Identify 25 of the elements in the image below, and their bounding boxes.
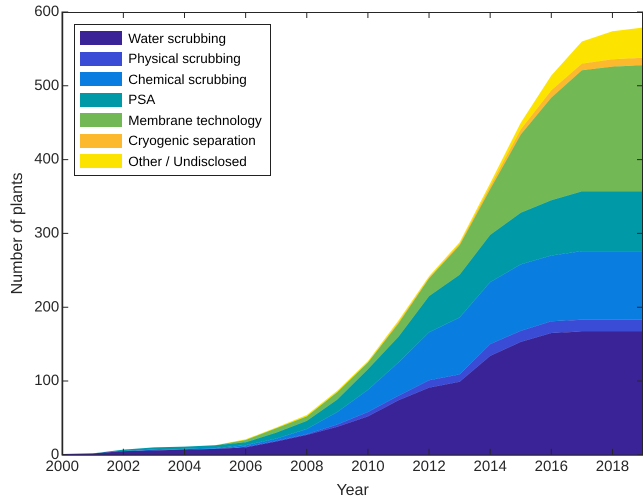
x-tick-label: 2012 — [412, 458, 446, 475]
x-tick-label: 2008 — [290, 458, 324, 475]
y-tick-label: 100 — [34, 372, 60, 390]
y-tick-label: 400 — [34, 150, 60, 168]
x-tick-label: 2004 — [168, 458, 202, 475]
x-tick-label: 2000 — [46, 458, 79, 475]
legend-label: Water scrubbing — [128, 30, 226, 46]
legend-label: PSA — [128, 92, 156, 108]
x-tick-label: 2006 — [228, 458, 262, 475]
y-tick-label: 600 — [34, 3, 60, 20]
legend-label: Chemical scrubbing — [128, 72, 247, 87]
x-tick-label: 2002 — [106, 458, 140, 475]
y-axis-title: Number of plants — [9, 172, 26, 294]
x-tick-label: 2018 — [596, 458, 630, 475]
legend-label: Membrane technology — [128, 112, 262, 128]
legend-label: Cryogenic separation — [128, 133, 256, 148]
legend-label: Other / Undisclosed — [128, 154, 247, 169]
x-tick-label: 2014 — [473, 458, 507, 475]
x-tick-label: 2010 — [351, 458, 385, 475]
y-tick-label: 500 — [34, 76, 60, 94]
x-axis-title: Year — [336, 482, 370, 499]
x-tick-label: 2016 — [534, 458, 568, 475]
legend-label: Physical scrubbing — [128, 51, 241, 66]
y-tick-label: 200 — [34, 298, 60, 316]
y-tick-label: 300 — [34, 224, 60, 242]
